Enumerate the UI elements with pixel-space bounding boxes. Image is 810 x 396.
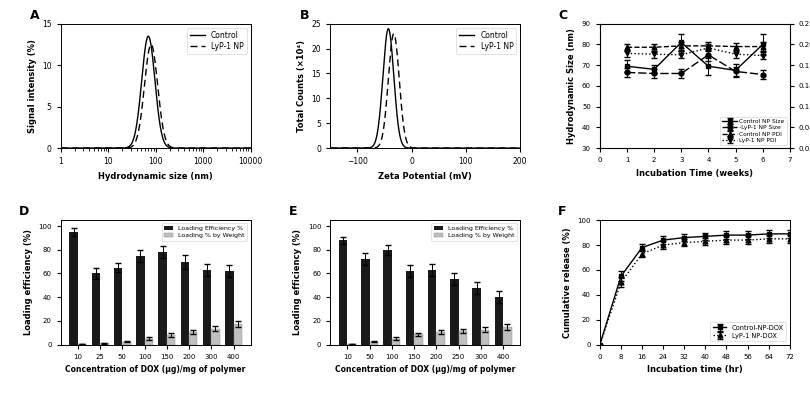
Bar [481, 330, 489, 345]
Bar [92, 274, 100, 345]
X-axis label: Hydrodynamic size (nm): Hydrodynamic size (nm) [98, 172, 213, 181]
X-axis label: Incubation time (hr): Incubation time (hr) [647, 365, 743, 374]
Bar [437, 332, 445, 345]
Bar [167, 335, 175, 345]
Legend: Loading Efficiency %, Loading % by Weight: Loading Efficiency %, Loading % by Weigh… [161, 223, 248, 241]
Legend: Control, LyP-1 NP: Control, LyP-1 NP [456, 28, 516, 54]
Bar [78, 344, 87, 345]
Text: C: C [558, 9, 567, 22]
X-axis label: Concentration of DOX (μg)/mg of polymer: Concentration of DOX (μg)/mg of polymer [66, 365, 246, 374]
Bar [406, 271, 414, 345]
Bar [414, 335, 423, 345]
Bar [458, 331, 467, 345]
Bar [361, 259, 369, 345]
Y-axis label: Loading efficiency (%): Loading efficiency (%) [23, 229, 32, 335]
Bar [189, 332, 198, 345]
Y-axis label: Loading efficiency (%): Loading efficiency (%) [293, 229, 302, 335]
Bar [392, 339, 400, 345]
Y-axis label: Signal intensity (%): Signal intensity (%) [28, 39, 36, 133]
Bar [369, 342, 378, 345]
Legend: Control, LyP-1 NP: Control, LyP-1 NP [186, 28, 247, 54]
Bar [202, 270, 211, 345]
Y-axis label: Hydrodynamic Size (nm): Hydrodynamic Size (nm) [567, 28, 577, 144]
Bar [100, 343, 109, 345]
Text: D: D [19, 205, 29, 218]
Bar [181, 262, 189, 345]
Bar [472, 287, 481, 345]
Legend: Control NP Size, -LyP-1 NP Size, Control NP PDI, LyP-1 NP PDI: Control NP Size, -LyP-1 NP Size, Control… [720, 117, 787, 145]
Bar [136, 256, 144, 345]
Bar [383, 250, 392, 345]
Bar [70, 232, 78, 345]
Legend: Loading Efficiency %, Loading % by Weight: Loading Efficiency %, Loading % by Weigh… [431, 223, 517, 241]
X-axis label: Concentration of DOX (μg)/mg of polymer: Concentration of DOX (μg)/mg of polymer [335, 365, 515, 374]
Bar [225, 271, 233, 345]
Bar [211, 329, 220, 345]
Y-axis label: Total Counts (×10⁴): Total Counts (×10⁴) [297, 40, 306, 132]
X-axis label: Incubation Time (weeks): Incubation Time (weeks) [637, 169, 753, 178]
Bar [233, 324, 242, 345]
Bar [495, 297, 503, 345]
Text: F: F [558, 205, 567, 218]
Bar [158, 252, 167, 345]
Bar [114, 268, 122, 345]
Bar [347, 344, 356, 345]
Bar [144, 339, 153, 345]
Text: E: E [288, 205, 297, 218]
Text: B: B [300, 9, 309, 22]
Y-axis label: Cumulative release (%): Cumulative release (%) [563, 227, 572, 338]
Bar [428, 270, 437, 345]
Bar [503, 327, 512, 345]
Bar [450, 280, 458, 345]
Text: A: A [31, 9, 40, 22]
Bar [122, 342, 130, 345]
Legend: Control-NP-DOX, LyP-1 NP-DOX: Control-NP-DOX, LyP-1 NP-DOX [710, 322, 787, 341]
Bar [339, 240, 347, 345]
X-axis label: Zeta Potential (mV): Zeta Potential (mV) [378, 172, 472, 181]
